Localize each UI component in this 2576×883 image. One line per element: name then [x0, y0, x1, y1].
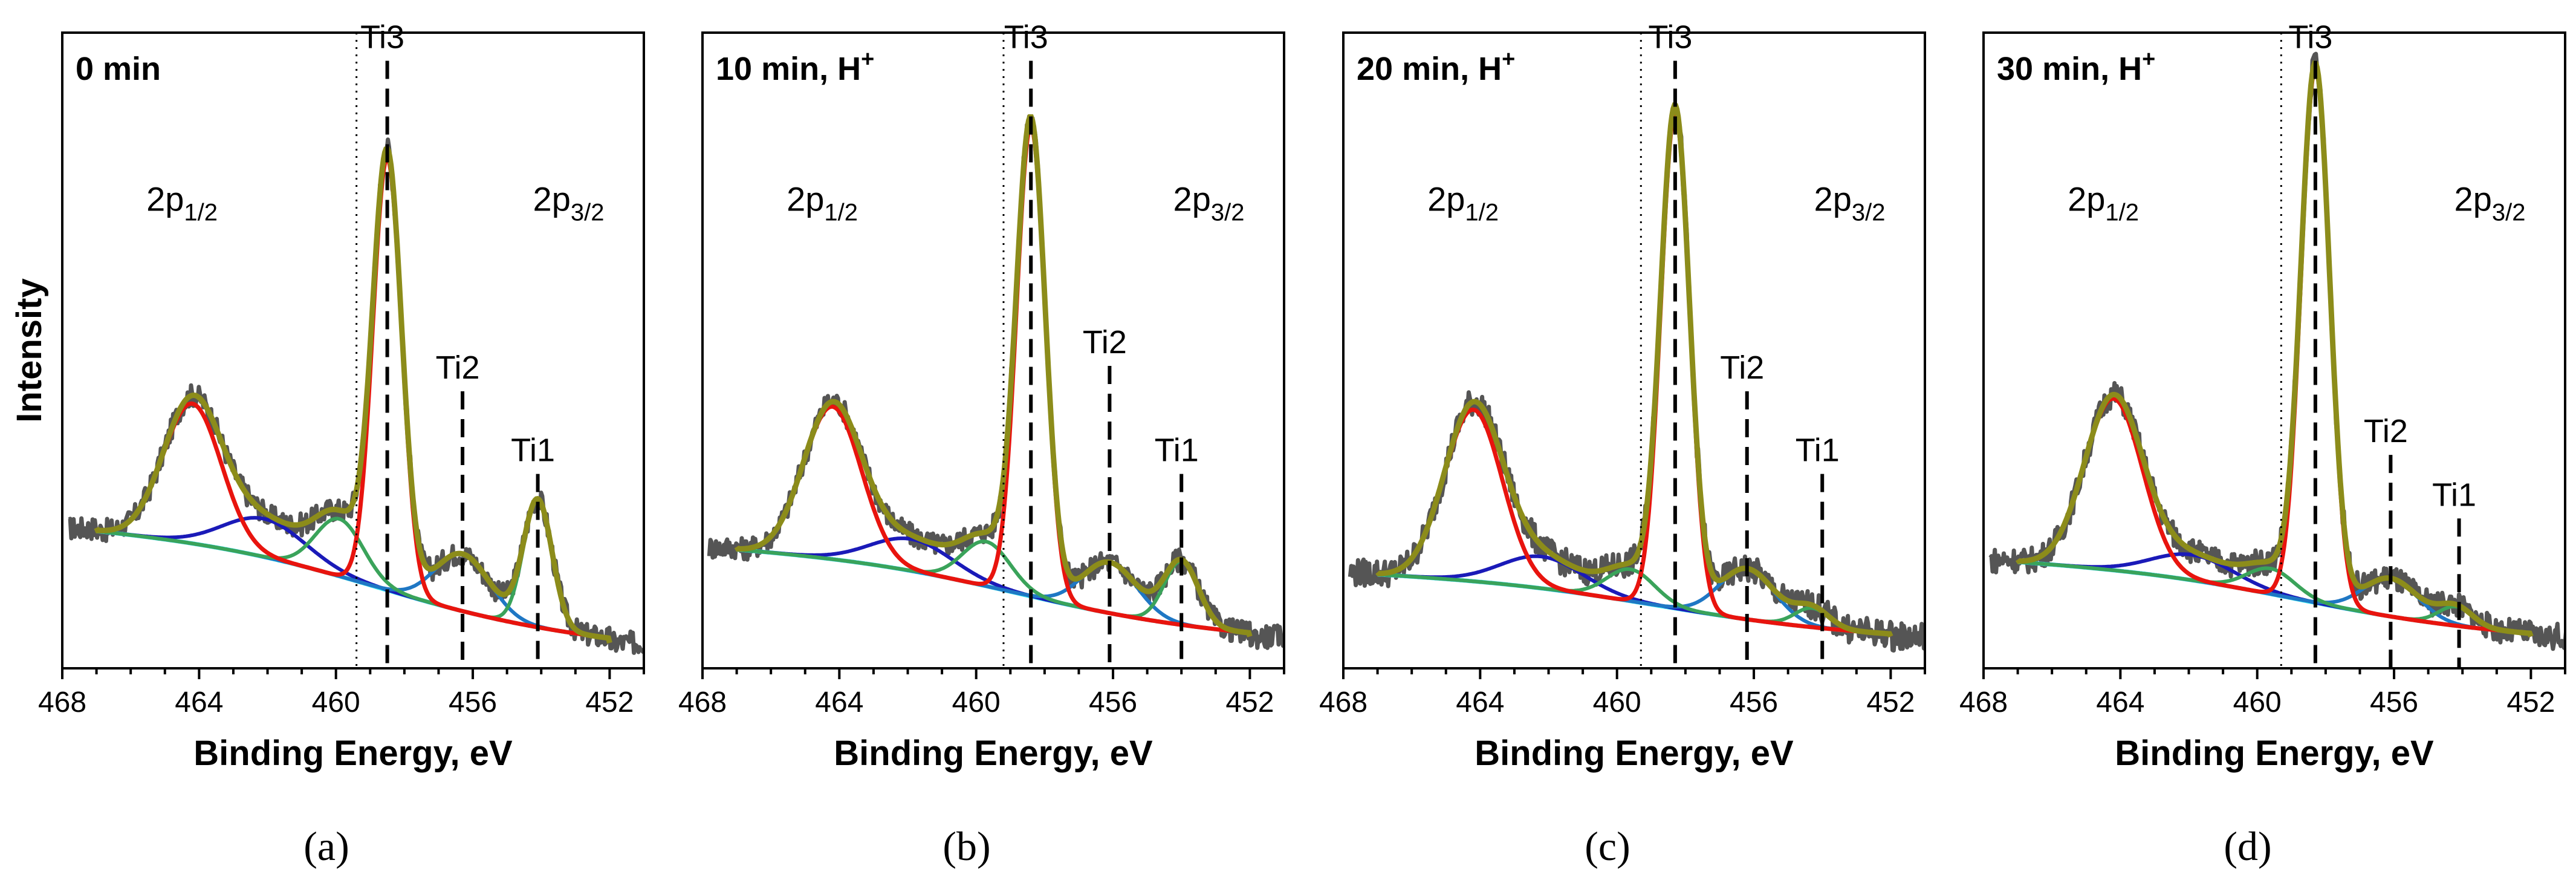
- region-label-subscript: 1/2: [2105, 199, 2139, 226]
- ti1-component: [94, 498, 612, 644]
- envelope-fit-line: [94, 145, 612, 644]
- region-label-base: 2p: [1427, 180, 1465, 218]
- x-axis-title: Binding Energy, eV: [193, 734, 513, 773]
- x-tick-label: 460: [1593, 686, 1641, 718]
- x-tick-label: 468: [38, 686, 86, 718]
- panel-caption: (a): [303, 823, 349, 869]
- x-tick-label: 464: [815, 686, 863, 718]
- x-tick-label: 460: [312, 686, 360, 718]
- x-tick-label: 452: [1225, 686, 1274, 718]
- panel-title: 30 min, H+: [1997, 47, 2155, 87]
- region-label-3-2: 2p3/2: [1814, 180, 1886, 226]
- peak-label-ti3: Ti3: [1004, 19, 1048, 56]
- panel-title-text: 30 min, H: [1997, 51, 2142, 87]
- peak-label-ti2: Ti2: [1083, 324, 1127, 360]
- x-tick-label: 468: [1319, 686, 1367, 718]
- region-label-subscript: 3/2: [571, 199, 605, 226]
- panel-title: 20 min, H+: [1357, 47, 1515, 87]
- plot-frame: [701, 31, 1285, 670]
- peak-label-ti2: Ti2: [1720, 350, 1764, 386]
- x-axis-title: Binding Energy, eV: [2115, 734, 2434, 773]
- region-label-subscript: 3/2: [2492, 199, 2526, 226]
- panel-title-text: 20 min, H: [1357, 51, 1502, 87]
- peak-label-ti2: Ti2: [436, 350, 480, 386]
- panel-title: 10 min, H+: [716, 47, 874, 87]
- region-label-base: 2p: [1173, 180, 1211, 218]
- peak-label-ti1: Ti1: [1155, 432, 1199, 469]
- envelope-fit-line: [734, 114, 1253, 637]
- peak-label-ti1: Ti1: [1796, 432, 1840, 469]
- region-label-base: 2p: [2454, 180, 2492, 218]
- plot-frame: [1342, 31, 1926, 670]
- plot-frame: [1982, 31, 2566, 670]
- region-label-base: 2p: [1814, 180, 1852, 218]
- region-label-1-2: 2p1/2: [787, 180, 858, 226]
- plot-frame: [61, 31, 645, 670]
- panel-title-text: 0 min: [76, 51, 161, 87]
- region-label-base: 2p: [2068, 180, 2105, 218]
- x-tick-label: 452: [2506, 686, 2555, 718]
- region-label-3-2: 2p3/2: [1173, 180, 1245, 226]
- panel-title-superscript: +: [861, 47, 874, 72]
- ti3-component: [94, 154, 612, 644]
- region-label-1-2: 2p1/2: [146, 180, 218, 226]
- ti1-component: [1376, 567, 1893, 637]
- panel-caption: (d): [2224, 823, 2271, 869]
- region-label-subscript: 1/2: [824, 199, 858, 226]
- ti1-component: [2016, 559, 2533, 637]
- region-label-1-2: 2p1/2: [2068, 180, 2139, 226]
- x-tick-label: 460: [2233, 686, 2282, 718]
- peak-label-ti2: Ti2: [2364, 413, 2408, 449]
- panel-title-superscript: +: [2142, 47, 2155, 72]
- region-label-base: 2p: [533, 180, 571, 218]
- x-tick-label: 460: [952, 686, 1001, 718]
- x-tick-label: 464: [2096, 686, 2144, 718]
- x-tick-label: 452: [585, 686, 634, 718]
- panel-caption: (c): [1585, 823, 1630, 869]
- x-tick-label: 468: [1959, 686, 2008, 718]
- region-label-subscript: 1/2: [184, 199, 218, 226]
- peak-label-ti1: Ti1: [2432, 477, 2476, 513]
- region-label-base: 2p: [787, 180, 824, 218]
- region-label-3-2: 2p3/2: [533, 180, 605, 226]
- peak-label-ti3: Ti3: [360, 19, 404, 56]
- envelope-fit-line: [2015, 60, 2534, 637]
- peak-label-ti3: Ti3: [1648, 19, 1692, 56]
- ti1-component: [735, 539, 1252, 637]
- x-axis-title: Binding Energy, eV: [834, 734, 1153, 773]
- region-label-subscript: 3/2: [1211, 199, 1245, 226]
- x-axis-title: Binding Energy, eV: [1475, 734, 1794, 773]
- panel-caption: (b): [942, 823, 990, 869]
- region-label-1-2: 2p1/2: [1427, 180, 1499, 226]
- y-axis-title: Intensity: [10, 278, 49, 423]
- panel-title-text: 10 min, H: [716, 51, 861, 87]
- region-label-subscript: 1/2: [1465, 199, 1499, 226]
- x-tick-label: 456: [1730, 686, 1778, 718]
- region-label-3-2: 2p3/2: [2454, 180, 2526, 226]
- peak-label-ti1: Ti1: [511, 432, 555, 469]
- x-tick-label: 452: [1866, 686, 1915, 718]
- x-tick-label: 456: [449, 686, 497, 718]
- region-label-base: 2p: [146, 180, 184, 218]
- peak-label-ti3: Ti3: [2288, 19, 2332, 56]
- x-tick-label: 456: [2370, 686, 2418, 718]
- x-tick-label: 456: [1089, 686, 1137, 718]
- x-tick-label: 464: [1456, 686, 1504, 718]
- panel-title: 0 min: [76, 51, 161, 87]
- x-tick-label: 464: [175, 686, 223, 718]
- region-label-subscript: 3/2: [1852, 199, 1886, 226]
- envelope-fit-line: [1375, 102, 1893, 638]
- x-tick-label: 468: [678, 686, 727, 718]
- panel-title-superscript: +: [1502, 47, 1515, 72]
